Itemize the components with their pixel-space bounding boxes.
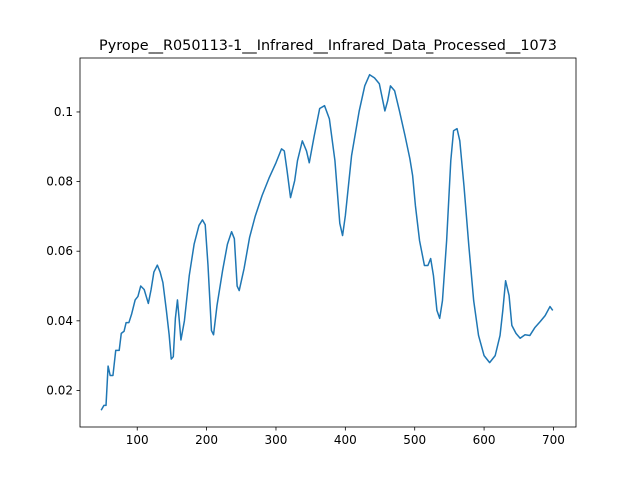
x-tick-label: 300 <box>265 433 288 447</box>
x-tick-label: 700 <box>542 433 565 447</box>
x-tick-label: 100 <box>126 433 149 447</box>
y-tick-label: 0.1 <box>54 105 73 119</box>
y-tick-label: 0.02 <box>46 383 73 397</box>
y-tick-label: 0.04 <box>46 314 73 328</box>
chart-title: Pyrope__R050113-1__Infrared__Infrared_Da… <box>99 38 557 54</box>
plot-frame <box>79 57 577 428</box>
x-tick-label: 500 <box>403 433 426 447</box>
y-tick-label: 0.06 <box>46 244 73 258</box>
y-tick-label: 0.08 <box>46 175 73 189</box>
data-line <box>100 73 554 411</box>
x-tick-label: 200 <box>195 433 218 447</box>
x-tick-label: 400 <box>334 433 357 447</box>
x-tick-label: 600 <box>473 433 496 447</box>
